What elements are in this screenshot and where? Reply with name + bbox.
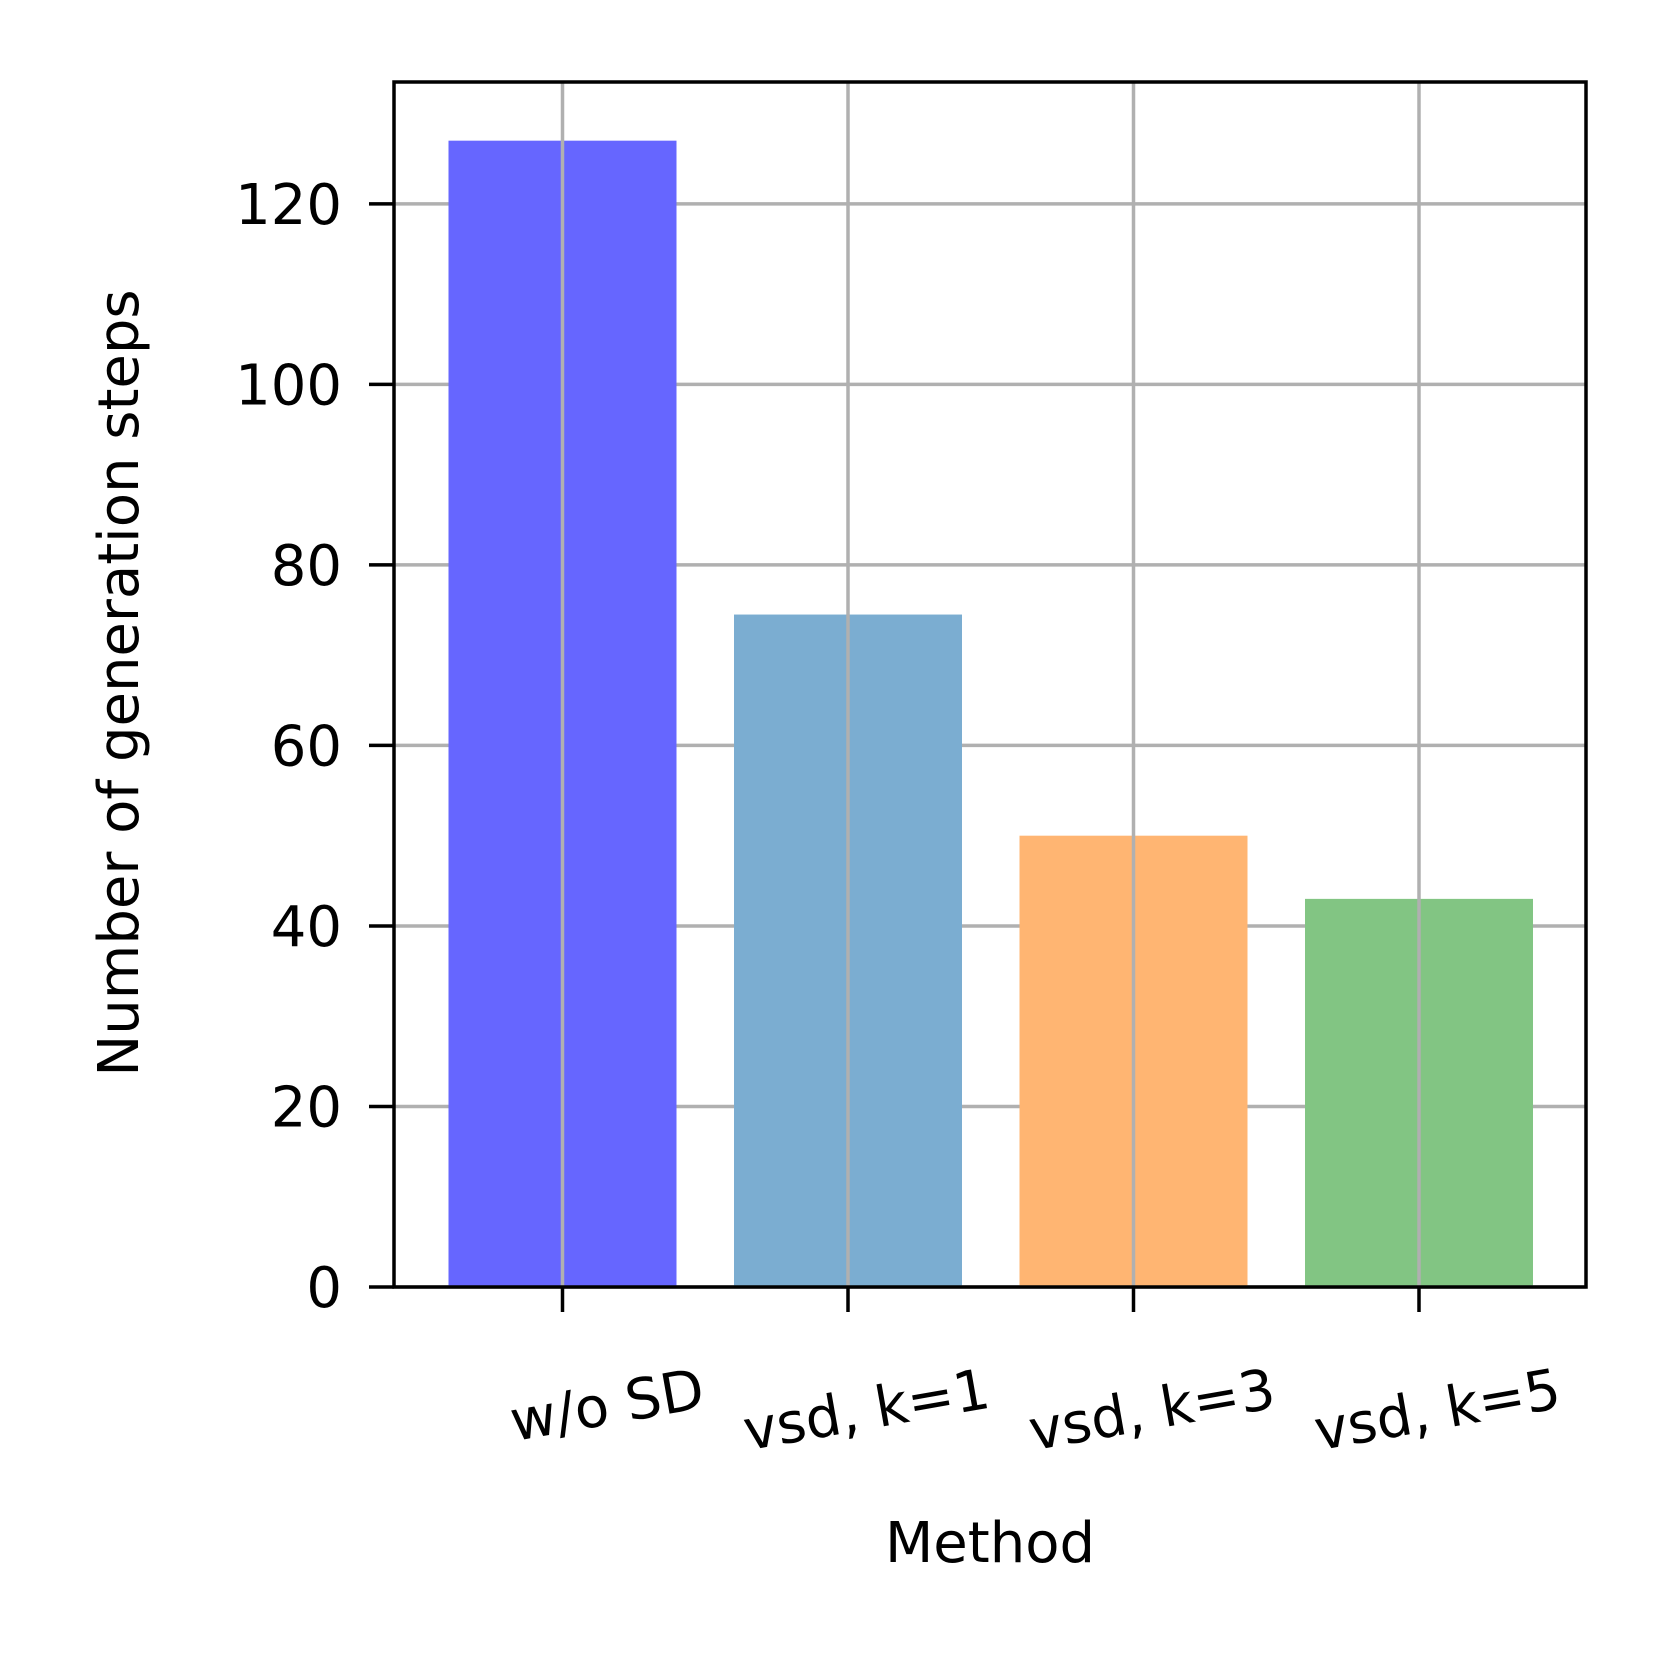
y-tick-label: 80 (271, 534, 342, 599)
x-tick-label: vsd, k=1 (739, 1357, 995, 1464)
y-tick-label: 0 (306, 1256, 342, 1321)
y-axis-title: Number of generation steps (87, 289, 152, 1076)
y-tick-label: 60 (271, 714, 342, 779)
y-tick-label: 120 (235, 173, 342, 238)
bars (448, 140, 1533, 1287)
plot-frame (392, 80, 1588, 1289)
vertical-grid-lines (560, 82, 1421, 1287)
x-tick-label: w/o SD (505, 1357, 709, 1455)
x-axis-ticks: w/o SD vsd, k=1 vsd, k=3 vsd, k=5 (505, 1287, 1566, 1464)
x-tick-label: vsd, k=5 (1310, 1357, 1566, 1464)
y-tick-label: 40 (271, 895, 342, 960)
y-axis-ticks: 0 20 40 60 80 100 120 (235, 173, 394, 1321)
y-tick-label: 20 (271, 1075, 342, 1140)
x-axis-title: Method (885, 1511, 1095, 1576)
y-tick-label: 100 (235, 353, 342, 418)
x-tick-label: vsd, k=3 (1024, 1357, 1280, 1464)
